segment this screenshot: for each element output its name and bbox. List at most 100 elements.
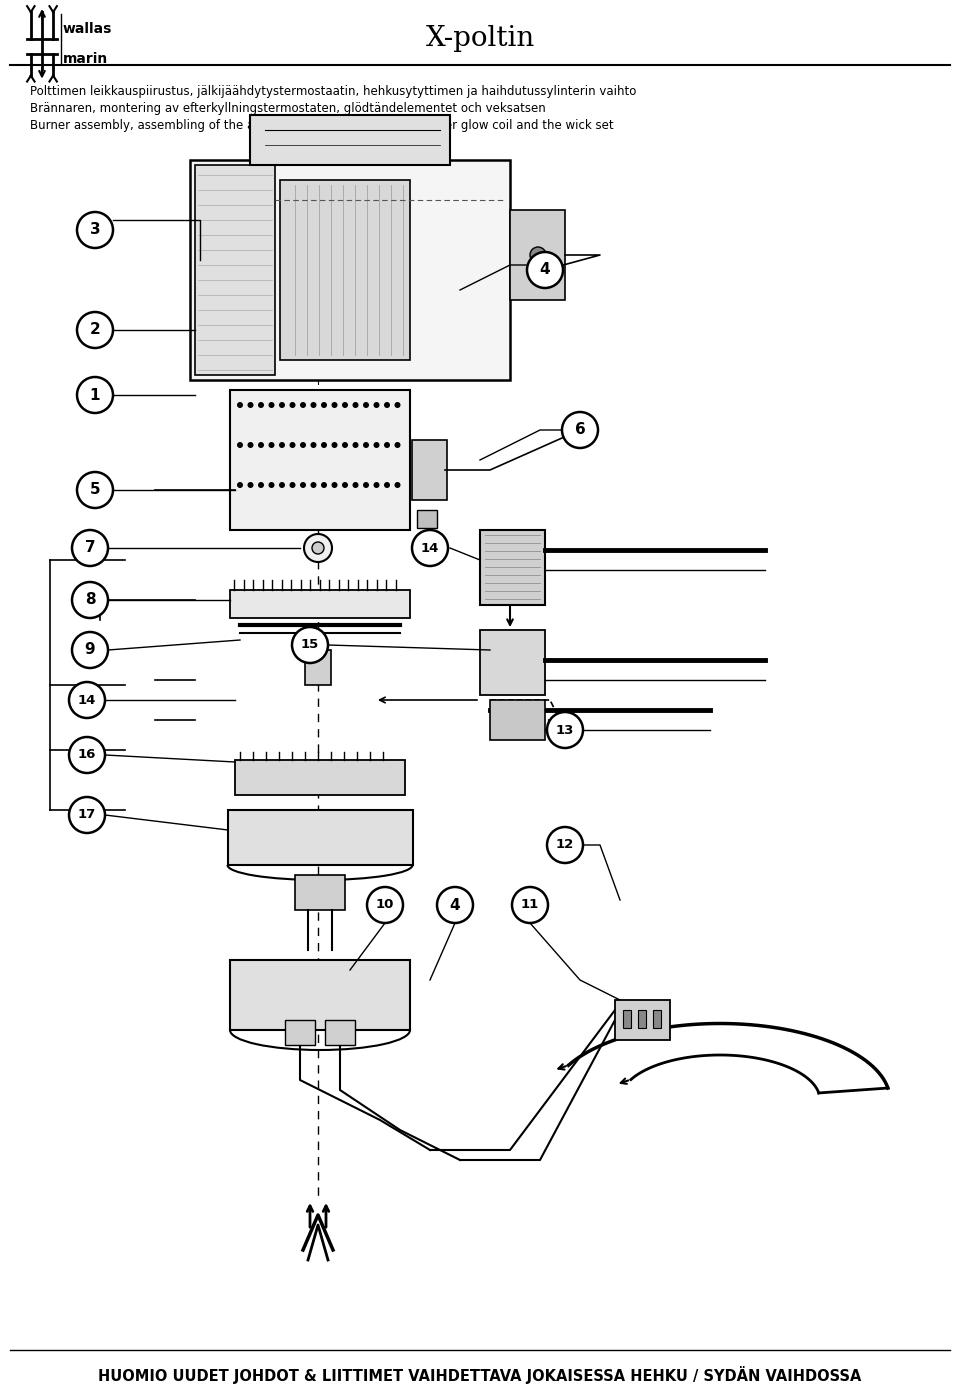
Circle shape (342, 402, 348, 408)
Circle shape (258, 402, 264, 408)
Circle shape (279, 482, 285, 489)
Bar (417, 509, 437, 528)
Circle shape (258, 482, 264, 489)
Circle shape (77, 377, 113, 413)
Circle shape (279, 402, 285, 408)
Text: HUOMIO UUDET JOHDOT & LIITTIMET VAIHDETTAVA JOKAISESSA HEHKU / SYDÄN VAIHDOSSA: HUOMIO UUDET JOHDOT & LIITTIMET VAIHDETT… (98, 1366, 862, 1384)
Bar (638, 1011, 646, 1029)
Circle shape (547, 827, 583, 863)
Circle shape (269, 402, 275, 408)
Circle shape (352, 443, 358, 448)
Text: 2: 2 (89, 323, 101, 337)
Circle shape (367, 887, 403, 923)
Text: 9: 9 (84, 643, 95, 657)
Circle shape (77, 212, 113, 248)
Circle shape (547, 711, 583, 748)
Text: 7: 7 (84, 540, 95, 555)
Bar (490, 700, 545, 741)
Bar (230, 590, 410, 618)
Text: 5: 5 (89, 483, 100, 497)
Bar (653, 1011, 661, 1029)
Text: 15: 15 (300, 639, 319, 651)
Text: 13: 13 (556, 724, 574, 736)
Circle shape (530, 246, 546, 263)
Bar (510, 210, 565, 301)
Circle shape (237, 443, 243, 448)
Circle shape (312, 541, 324, 554)
Text: Polttimen leikkauspiirustus, jälkijäähdytystermostaatin, hehkusytyttimen ja haih: Polttimen leikkauspiirustus, jälkijäähdy… (30, 85, 636, 97)
Text: 6: 6 (575, 423, 586, 437)
Text: 12: 12 (556, 838, 574, 852)
Bar (480, 631, 545, 695)
Text: 4: 4 (449, 898, 460, 913)
Circle shape (395, 443, 400, 448)
Circle shape (512, 887, 548, 923)
Text: 1: 1 (89, 387, 100, 402)
Circle shape (248, 402, 253, 408)
Bar (623, 1011, 631, 1029)
Circle shape (363, 443, 369, 448)
Circle shape (248, 443, 253, 448)
Circle shape (395, 482, 400, 489)
Circle shape (562, 412, 598, 448)
Text: 14: 14 (420, 541, 439, 554)
Bar (615, 999, 670, 1040)
Circle shape (363, 402, 369, 408)
Circle shape (72, 632, 108, 668)
Circle shape (279, 443, 285, 448)
Circle shape (300, 443, 306, 448)
Text: 4: 4 (540, 263, 550, 277)
Circle shape (384, 482, 390, 489)
Text: 8: 8 (84, 593, 95, 607)
Circle shape (77, 312, 113, 348)
Circle shape (269, 482, 275, 489)
Circle shape (384, 402, 390, 408)
Bar (230, 390, 410, 530)
Circle shape (321, 482, 327, 489)
Circle shape (373, 443, 379, 448)
Circle shape (384, 443, 390, 448)
Bar (195, 166, 275, 374)
Circle shape (321, 402, 327, 408)
Circle shape (331, 443, 338, 448)
Text: X-poltin: X-poltin (425, 25, 535, 52)
Circle shape (331, 482, 338, 489)
Circle shape (290, 402, 296, 408)
Circle shape (69, 682, 105, 718)
Circle shape (248, 482, 253, 489)
Circle shape (373, 482, 379, 489)
Circle shape (77, 472, 113, 508)
Circle shape (310, 482, 317, 489)
Text: wallas: wallas (62, 22, 111, 36)
Circle shape (290, 482, 296, 489)
Circle shape (352, 402, 358, 408)
Text: 14: 14 (78, 693, 96, 707)
Circle shape (72, 530, 108, 567)
Bar (325, 1020, 355, 1045)
Text: 11: 11 (521, 898, 540, 912)
Circle shape (72, 582, 108, 618)
Text: Burner assembly, assembling of the aftercooling thermostat, the primer glow coil: Burner assembly, assembling of the after… (30, 118, 613, 132)
Text: 17: 17 (78, 809, 96, 821)
Circle shape (321, 443, 327, 448)
Circle shape (412, 530, 448, 567)
Text: 16: 16 (78, 749, 96, 761)
Circle shape (395, 402, 400, 408)
Circle shape (437, 887, 473, 923)
Circle shape (310, 443, 317, 448)
Circle shape (373, 402, 379, 408)
Circle shape (331, 402, 338, 408)
Bar (305, 650, 331, 685)
Bar (230, 960, 410, 1030)
Circle shape (363, 482, 369, 489)
Circle shape (342, 482, 348, 489)
Circle shape (237, 402, 243, 408)
Circle shape (304, 535, 332, 562)
Circle shape (269, 443, 275, 448)
Circle shape (300, 482, 306, 489)
Circle shape (527, 252, 563, 288)
Text: 3: 3 (89, 223, 100, 238)
Bar (285, 1020, 315, 1045)
Circle shape (69, 736, 105, 773)
Circle shape (352, 482, 358, 489)
